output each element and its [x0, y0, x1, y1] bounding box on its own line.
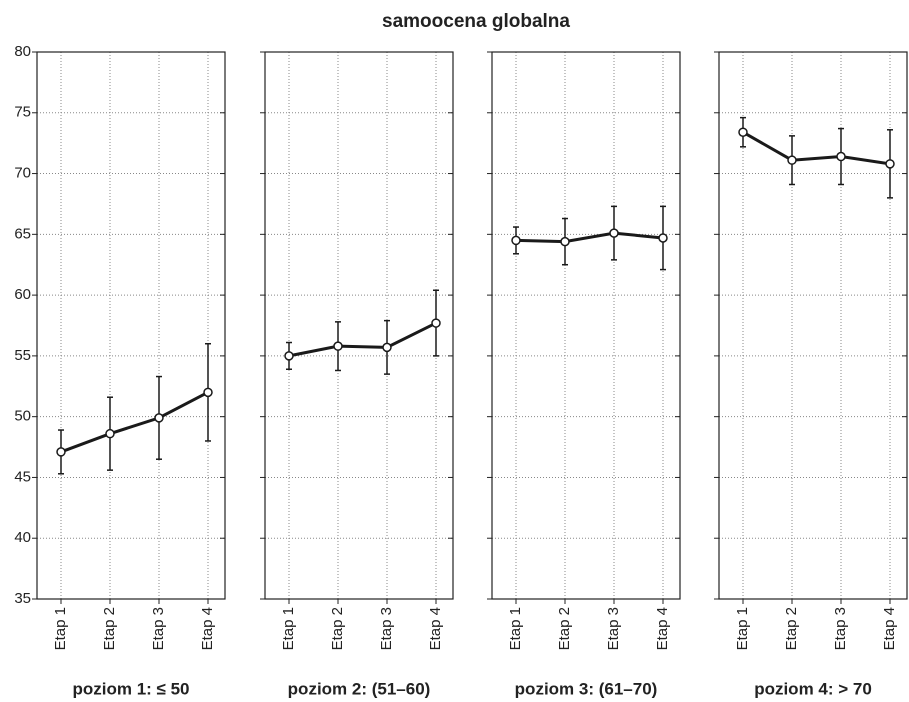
- plot-frame: [36, 51, 226, 600]
- marker: [56, 447, 66, 457]
- x-tick-label: Etap 1: [52, 607, 69, 650]
- y-tick-label: 60: [14, 286, 31, 303]
- marker: [154, 413, 164, 423]
- series-line: [60, 391, 209, 454]
- x-tick-label: Etap 2: [101, 607, 118, 650]
- x-tick-label: Etap 4: [427, 607, 444, 650]
- marker: [284, 351, 294, 361]
- marker: [885, 159, 895, 169]
- x-tick-label: Etap 1: [507, 607, 524, 650]
- y-tick-label: 50: [14, 408, 31, 425]
- marker: [560, 236, 570, 247]
- marker: [105, 428, 115, 439]
- series-line: [742, 130, 891, 166]
- x-tick-label: Etap 3: [605, 607, 622, 650]
- y-tick-label: 45: [14, 468, 31, 485]
- marker: [333, 341, 343, 351]
- marker: [609, 228, 619, 238]
- y-tick-label: 70: [14, 165, 31, 182]
- x-axis-label: poziom 4: > 70: [754, 679, 872, 698]
- x-tick-label: Etap 3: [150, 607, 167, 650]
- y-tick-label: 35: [14, 590, 31, 607]
- marker: [203, 387, 213, 398]
- marker: [658, 233, 668, 243]
- x-tick-label: Etap 4: [654, 607, 671, 650]
- chart-title: samoocena globalna: [382, 11, 570, 32]
- y-tick-label: 65: [14, 225, 31, 242]
- plot-frame: [491, 51, 681, 600]
- series-line: [288, 321, 437, 358]
- x-tick-label: Etap 2: [329, 607, 346, 650]
- marker: [836, 151, 846, 162]
- series-line: [515, 231, 664, 244]
- marker: [787, 155, 797, 165]
- x-axis-label: poziom 2: (51–60): [288, 679, 431, 698]
- plot-frame: [264, 51, 454, 600]
- x-tick-label: Etap 3: [378, 607, 395, 650]
- x-tick-label: Etap 3: [832, 607, 849, 650]
- x-tick-label: Etap 1: [734, 607, 751, 650]
- x-axis-label: poziom 3: (61–70): [515, 679, 658, 698]
- x-tick-label: Etap 4: [881, 607, 898, 650]
- x-axis-label: poziom 1: ≤ 50: [72, 679, 189, 698]
- x-tick-label: Etap 1: [280, 607, 297, 650]
- marker: [431, 318, 441, 328]
- y-tick-label: 75: [14, 104, 31, 121]
- y-tick-label: 40: [14, 529, 31, 546]
- x-tick-label: Etap 2: [556, 607, 573, 650]
- x-tick-label: Etap 4: [199, 607, 216, 650]
- marker: [738, 127, 748, 137]
- y-tick-label: 80: [14, 43, 31, 60]
- x-tick-label: Etap 2: [783, 607, 800, 650]
- marker: [511, 235, 521, 246]
- marker: [382, 342, 392, 353]
- plot-frame: [718, 51, 908, 600]
- y-tick-label: 55: [14, 347, 31, 364]
